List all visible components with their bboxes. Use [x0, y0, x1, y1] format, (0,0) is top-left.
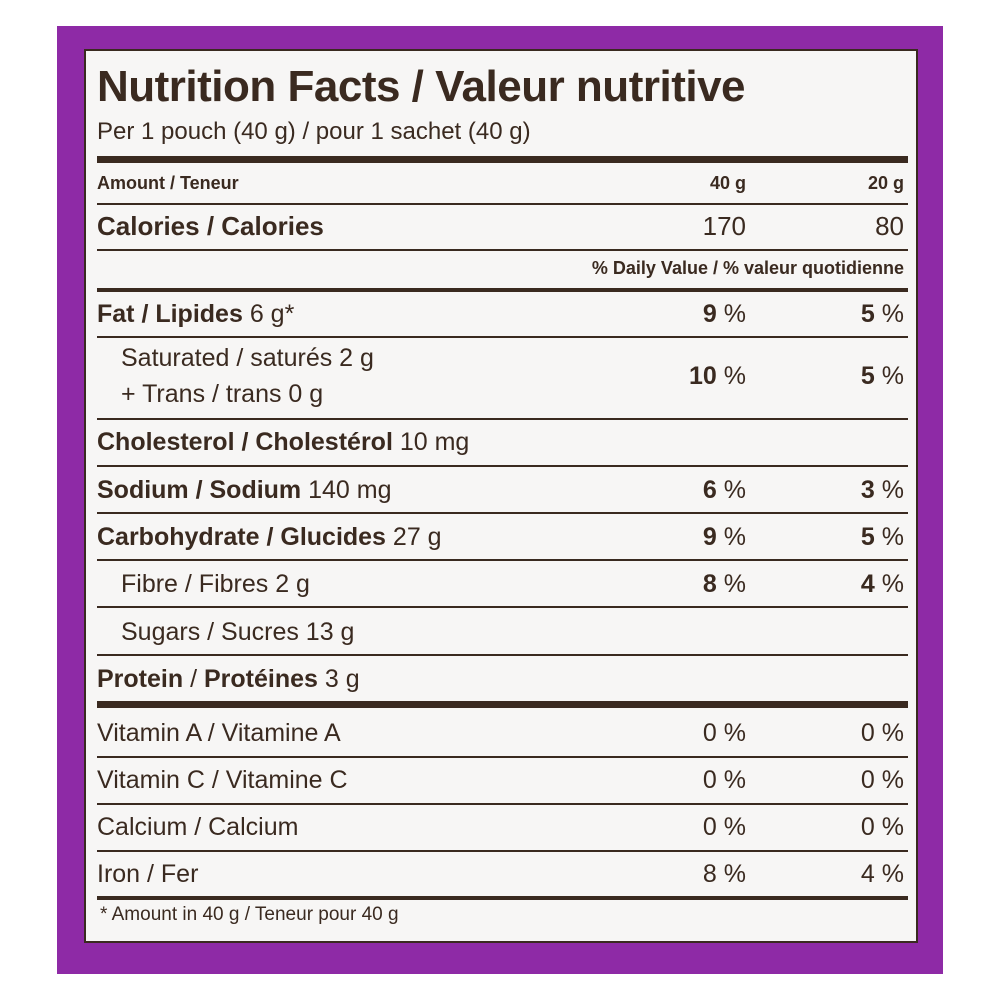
vitamin-row: Vitamin A / Vitamine A 0 % 0 %	[97, 710, 908, 756]
saturated-pct-20g: 5 %	[860, 362, 904, 390]
vitamin-row: Iron / Fer 8 % 4 %	[97, 851, 908, 897]
column-20g-header: 20 g	[867, 173, 904, 193]
fat-label: Fat / Lipides 6 g*	[97, 300, 295, 328]
vitamin-a-label: Vitamin A / Vitamine A	[97, 719, 341, 747]
nutrition-label-panel	[84, 49, 918, 943]
saturated-trans-label: Saturated / saturés 2 g + Trans / trans 0…	[121, 344, 374, 408]
fat-pct-20g: 5 %	[860, 300, 904, 328]
divider	[97, 156, 908, 163]
vitamin-row: Calcium / Calcium 0 % 0 %	[97, 804, 908, 850]
carbohydrate-pct-40g: 9 %	[702, 523, 746, 551]
calories-40g: 170	[702, 211, 746, 241]
footnote: * Amount in 40 g / Teneur pour 40 g	[100, 904, 399, 925]
divider	[97, 803, 908, 805]
cholesterol-row: Cholesterol / Cholestérol 10 mg	[97, 419, 908, 465]
sodium-pct-40g: 6 %	[702, 476, 746, 504]
column-40g-header: 40 g	[709, 173, 746, 193]
carbohydrate-label: Carbohydrate / Glucides 27 g	[97, 523, 442, 551]
serving-size: Per 1 pouch (40 g) / pour 1 sachet (40 g…	[97, 118, 531, 145]
divider	[97, 512, 908, 514]
calcium-pct-20g: 0 %	[860, 813, 904, 841]
divider	[97, 756, 908, 758]
vitamin-a-pct-40g: 0 %	[702, 719, 746, 747]
amount-header-row: Amount / Teneur 40 g 20 g	[97, 160, 908, 206]
calories-row: Calories / Calories 170 80	[97, 203, 908, 249]
daily-value-header-row: % Daily Value / % valeur quotidienne	[97, 245, 908, 291]
vitamin-c-pct-20g: 0 %	[860, 766, 904, 794]
vitamin-a-pct-20g: 0 %	[860, 719, 904, 747]
divider	[97, 249, 908, 251]
divider	[97, 465, 908, 467]
fat-pct-40g: 9 %	[702, 300, 746, 328]
vitamin-c-pct-40g: 0 %	[702, 766, 746, 794]
sugars-label: Sugars / Sucres 13 g	[121, 618, 355, 646]
divider	[97, 418, 908, 420]
iron-pct-40g: 8 %	[702, 860, 746, 888]
fibre-pct-20g: 4 %	[860, 570, 904, 598]
daily-value-header: % Daily Value / % valeur quotidienne	[591, 258, 904, 278]
protein-label: Protein / Protéines 3 g	[97, 665, 360, 693]
sodium-row: Sodium / Sodium 140 mg 6 % 3 %	[97, 467, 908, 513]
fibre-label: Fibre / Fibres 2 g	[121, 570, 310, 598]
sodium-label: Sodium / Sodium 140 mg	[97, 476, 392, 504]
saturated-pct-40g: 10 %	[689, 362, 746, 390]
iron-label: Iron / Fer	[97, 860, 199, 888]
amount-header: Amount / Teneur	[97, 173, 239, 193]
divider	[97, 701, 908, 708]
protein-row: Protein / Protéines 3 g	[97, 656, 908, 702]
carbohydrate-row: Carbohydrate / Glucides 27 g 9 % 5 %	[97, 514, 908, 560]
fibre-pct-40g: 8 %	[702, 570, 746, 598]
divider	[97, 606, 908, 608]
divider	[97, 203, 908, 205]
carbohydrate-pct-20g: 5 %	[860, 523, 904, 551]
saturated-trans-row: Saturated / saturés 2 g + Trans / trans 0…	[97, 338, 908, 416]
divider	[97, 654, 908, 656]
divider	[97, 559, 908, 561]
calories-label: Calories / Calories	[97, 211, 324, 241]
calcium-pct-40g: 0 %	[702, 813, 746, 841]
divider	[97, 336, 908, 338]
fibre-row: Fibre / Fibres 2 g 8 % 4 %	[97, 561, 908, 607]
cholesterol-label: Cholesterol / Cholestérol 10 mg	[97, 428, 470, 456]
vitamin-c-label: Vitamin C / Vitamine C	[97, 766, 348, 794]
label-title: Nutrition Facts / Valeur nutritive	[97, 62, 746, 111]
divider	[97, 850, 908, 852]
sugars-row: Sugars / Sucres 13 g	[97, 609, 908, 655]
calcium-label: Calcium / Calcium	[97, 813, 299, 841]
sodium-pct-20g: 3 %	[860, 476, 904, 504]
fat-row: Fat / Lipides 6 g* 9 % 5 %	[97, 291, 908, 337]
iron-pct-20g: 4 %	[860, 860, 904, 888]
vitamin-row: Vitamin C / Vitamine C 0 % 0 %	[97, 757, 908, 803]
calories-20g: 80	[875, 211, 904, 241]
divider	[97, 896, 908, 900]
divider	[97, 288, 908, 292]
